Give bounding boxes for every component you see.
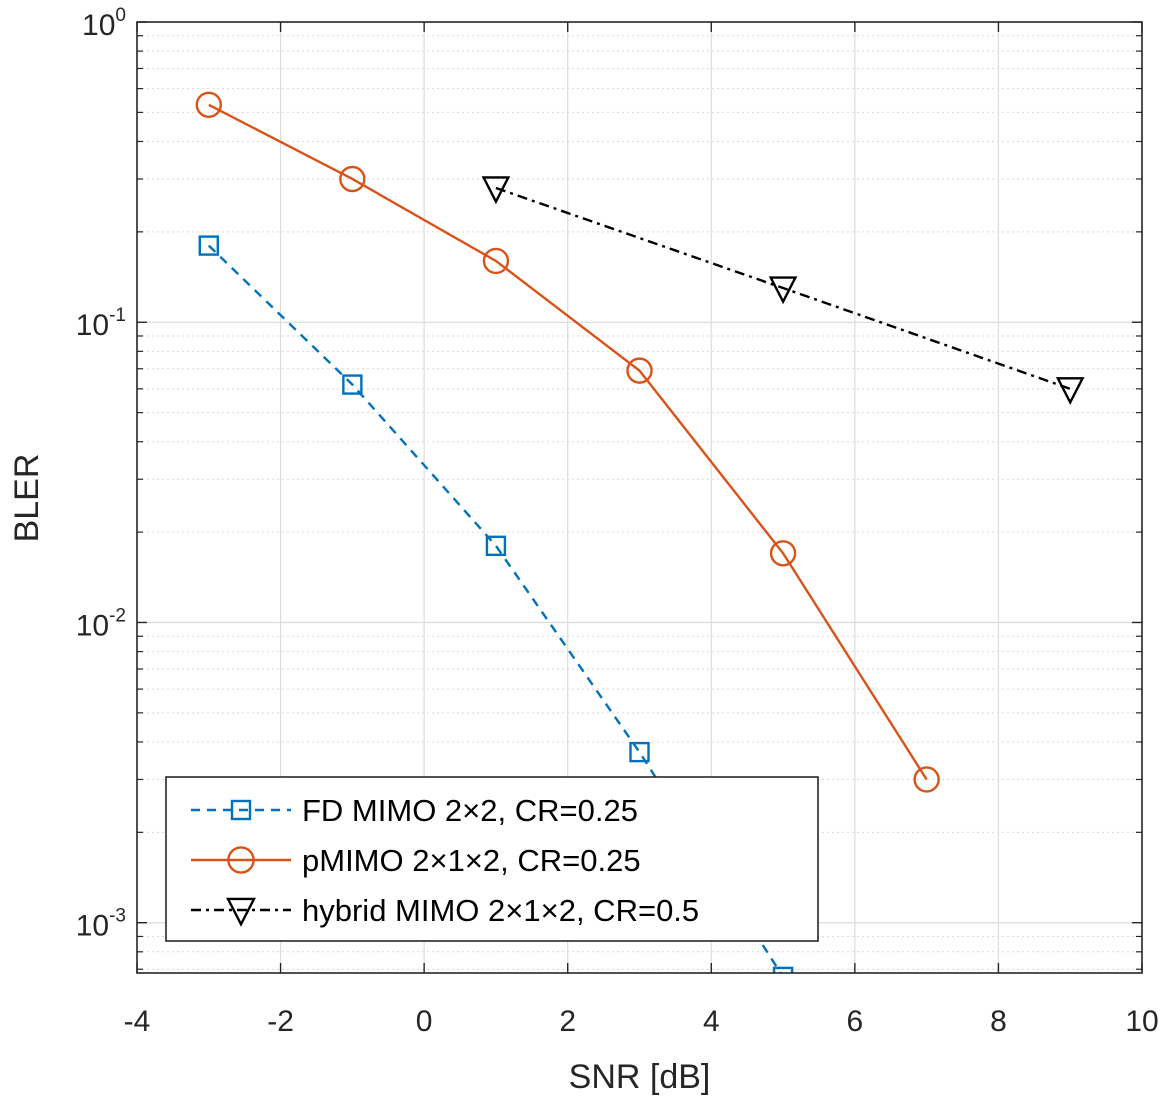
y-tick-label: 10-3 [76,906,126,943]
y-axis-label: BLER [8,454,46,543]
square-marker [230,799,252,821]
square-marker [198,235,219,256]
square-marker [485,535,507,557]
x-tick-label: 0 [416,1005,433,1038]
legend-label: hybrid MIMO 2×1×2, CR=0.5 [302,893,699,928]
square-marker [772,966,794,973]
legend: FD MIMO 2×2, CR=0.25 pMIMO 2×1×2, CR=0.25… [165,776,819,942]
y-tick-labels: 100 10-1 10-2 10-3 [76,5,126,943]
x-tick-label: 6 [847,1005,864,1038]
circle-marker [769,540,797,567]
y-tick-label: 100 [82,5,126,42]
legend-entry: hybrid MIMO 2×1×2, CR=0.5 [191,893,699,928]
x-tick-label: -2 [267,1005,294,1038]
x-tick-labels: -4 -2 0 2 4 6 8 10 [124,1005,1159,1038]
triangle-down-marker [768,276,798,305]
legend-label: pMIMO 2×1×2, CR=0.25 [302,843,641,878]
circle-marker [482,247,510,275]
x-tick-label: 10 [1125,1005,1158,1038]
x-tick-label: -4 [124,1005,151,1038]
triangle-down-marker [1055,377,1085,406]
y-tick-label: 10-2 [76,605,126,642]
triangle-down-marker [481,176,511,205]
x-tick-label: 8 [990,1005,1007,1038]
series-2 [195,91,940,793]
x-tick-label: 4 [703,1005,720,1038]
series-line [208,103,928,781]
circle-marker [626,357,653,384]
circle-marker [227,846,255,874]
circle-marker [913,766,940,793]
legend-label: FD MIMO 2×2, CR=0.25 [302,793,638,828]
square-marker [342,374,363,395]
legend-entry: pMIMO 2×1×2, CR=0.25 [191,843,641,878]
circle-marker [195,91,222,118]
plot-frame [136,21,1143,974]
series-line [495,186,1071,390]
circle-marker [339,165,366,193]
legend-entry: FD MIMO 2×2, CR=0.25 [191,793,638,828]
x-axis-label: SNR [dB] [569,1058,711,1096]
x-tick-label: 2 [559,1005,576,1038]
y-tick-label: 10-1 [76,305,126,342]
series-3 [481,176,1085,406]
axis-ticks [136,21,1143,973]
triangle-down-marker [226,897,256,927]
square-marker [629,741,650,763]
